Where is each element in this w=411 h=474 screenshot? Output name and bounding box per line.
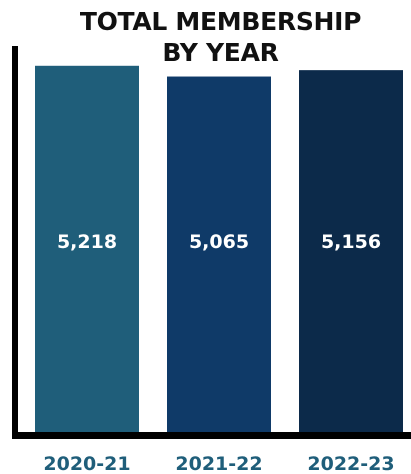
value-labels-layer: 5,218 5,065 5,156 (57, 231, 381, 253)
bar-2021-22 (167, 76, 271, 433)
chart-title-line-1: TOTAL MEMBERSHIP (79, 7, 362, 36)
x-tick-label: 2022-23 (307, 453, 394, 474)
x-tick-label: 2020-21 (43, 453, 130, 474)
x-tick-label: 2021-22 (175, 453, 262, 474)
bar-2020-21 (35, 65, 139, 433)
bar-value-label: 5,218 (57, 231, 117, 253)
x-axis-line (12, 432, 411, 439)
x-tick-labels: 2020-21 2021-22 2022-23 (43, 453, 394, 474)
chart-title-line-2: BY YEAR (162, 38, 279, 67)
bar-2022-23 (299, 70, 403, 432)
bars-layer (35, 65, 403, 433)
y-axis-line (12, 46, 18, 439)
axes (12, 46, 411, 439)
chart-title: TOTAL MEMBERSHIP BY YEAR (0, 6, 411, 68)
bar-value-label: 5,156 (321, 231, 381, 253)
bar-value-label: 5,065 (189, 231, 249, 253)
